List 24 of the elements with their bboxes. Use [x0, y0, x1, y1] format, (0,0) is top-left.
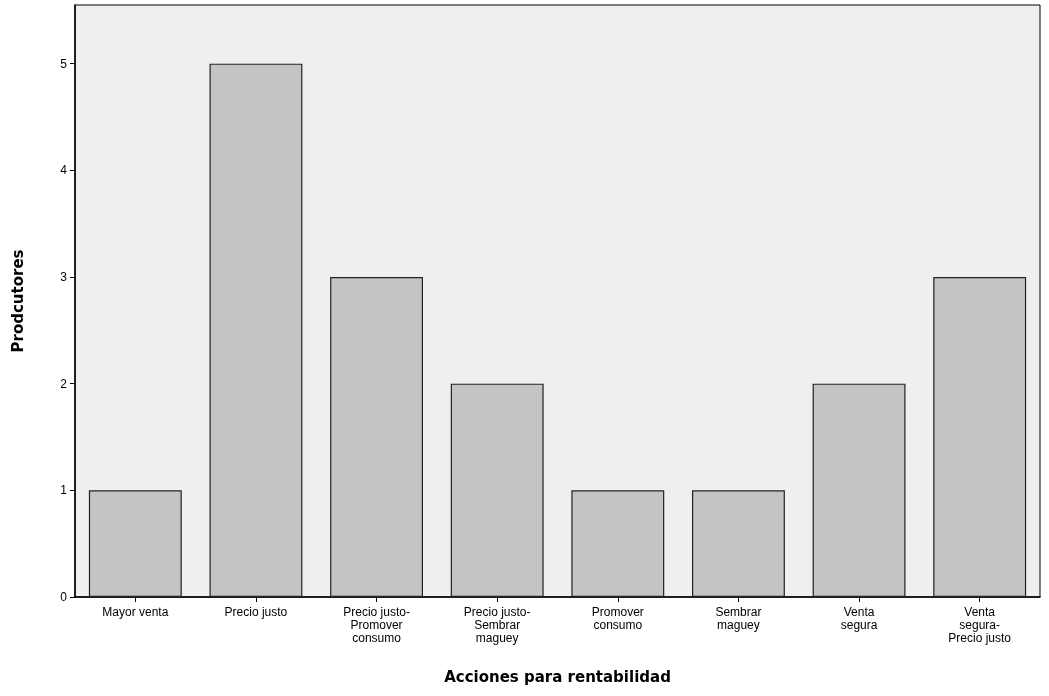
y-tick-label: 3 — [60, 270, 68, 284]
bar — [450, 383, 544, 597]
bar — [812, 383, 906, 597]
y-tick-label: 4 — [60, 163, 68, 178]
bar — [933, 277, 1027, 597]
y-axis-title: Prodcutores — [8, 249, 27, 353]
y-tick-label: 2 — [60, 376, 68, 391]
bar — [571, 490, 665, 597]
x-tick-label: Precio justo — [224, 604, 288, 619]
x-tick-label: Precio justo- Sembrar maguey — [463, 604, 531, 645]
x-tick-label: Sembrar maguey — [715, 604, 762, 632]
y-tick-label: 1 — [60, 483, 68, 498]
bar — [209, 63, 303, 597]
bar — [692, 490, 785, 597]
y-tick-label: 0 — [60, 590, 68, 604]
x-axis-title: Acciones para rentabilidad — [444, 667, 671, 686]
x-tick-label: Venta segura- Precio justo — [948, 604, 1012, 645]
x-tick-label: Precio justo- Promover consumo — [343, 604, 410, 645]
bar — [88, 490, 182, 597]
y-tick-label: 5 — [60, 56, 68, 71]
x-tick-label: Venta segura — [840, 604, 878, 632]
x-tick-label: Promover consumo — [591, 604, 644, 632]
x-tick-label: Mayor venta — [102, 604, 169, 619]
bar — [330, 277, 423, 597]
